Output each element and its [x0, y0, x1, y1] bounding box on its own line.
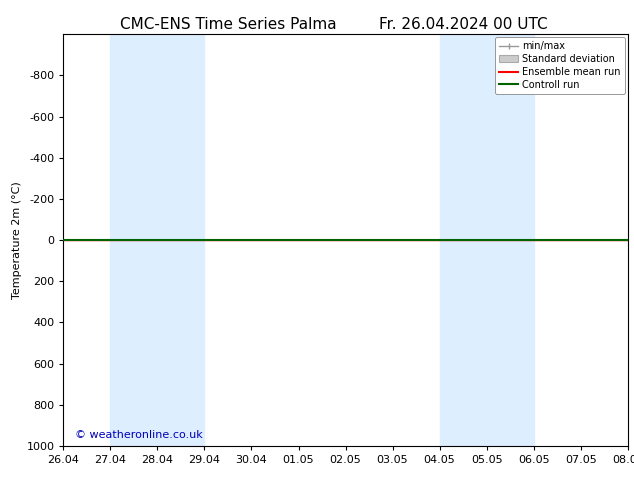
Bar [110, 34, 204, 446]
Text: © weatheronline.co.uk: © weatheronline.co.uk [75, 430, 202, 440]
Text: Fr. 26.04.2024 00 UTC: Fr. 26.04.2024 00 UTC [378, 17, 547, 32]
Y-axis label: Temperature 2m (°C): Temperature 2m (°C) [12, 181, 22, 299]
Bar [439, 34, 534, 446]
Text: CMC-ENS Time Series Palma: CMC-ENS Time Series Palma [120, 17, 337, 32]
Legend: min/max, Standard deviation, Ensemble mean run, Controll run: min/max, Standard deviation, Ensemble me… [495, 37, 624, 94]
